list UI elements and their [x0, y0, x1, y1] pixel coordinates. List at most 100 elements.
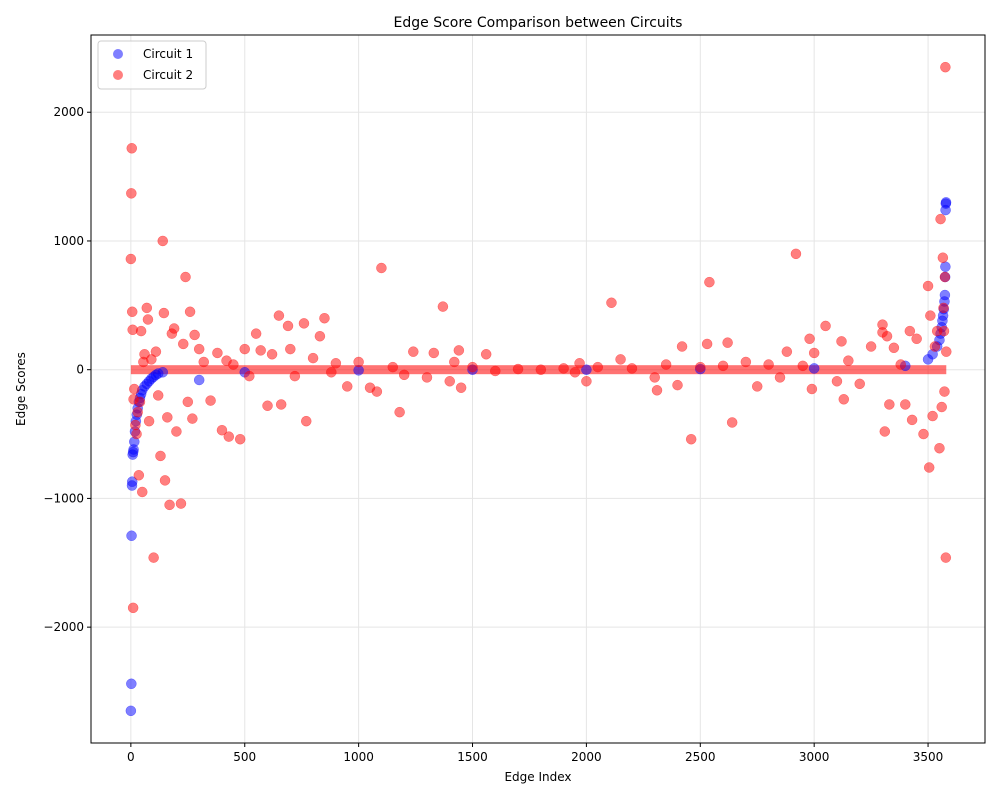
- grid: [91, 35, 985, 743]
- point-circuit-2: [244, 370, 255, 382]
- point-circuit-2: [934, 442, 945, 454]
- point-circuit-2: [911, 333, 922, 345]
- point-circuit-2: [626, 363, 638, 374]
- point-circuit-2: [865, 341, 877, 352]
- point-circuit-2: [255, 345, 266, 356]
- point-circuit-2: [143, 415, 155, 427]
- point-circuit-2: [189, 329, 200, 341]
- point-circuit-2: [939, 386, 950, 397]
- point-circuit-2: [877, 319, 888, 330]
- point-circuit-2: [936, 401, 947, 413]
- y-tick-label: −2000: [43, 620, 84, 634]
- point-circuit-2: [300, 415, 312, 427]
- point-circuit-2: [223, 431, 235, 442]
- point-circuit-2: [177, 338, 189, 350]
- point-circuit-2: [171, 426, 182, 437]
- point-circuit-2: [212, 347, 223, 359]
- point-circuit-2: [467, 361, 478, 373]
- point-circuit-2: [155, 450, 166, 462]
- point-circuit-2: [234, 433, 246, 445]
- point-circuit-2: [453, 345, 465, 356]
- point-circuit-2: [157, 235, 168, 247]
- point-circuit-2: [941, 346, 952, 357]
- point-circuit-2: [198, 356, 209, 368]
- y-tick-label: 2000: [53, 105, 84, 119]
- y-tick-label: 0: [76, 363, 84, 377]
- legend-box: [97, 40, 207, 90]
- point-circuit-2: [490, 365, 501, 377]
- point-circuit-2: [592, 361, 604, 373]
- x-tick-label: 1000: [343, 750, 374, 764]
- point-circuit-2: [804, 333, 815, 345]
- point-circuit-2: [895, 359, 906, 370]
- point-circuit-2: [319, 312, 330, 324]
- point-circuit-2: [790, 248, 802, 260]
- y-axis-label: Edge Scores: [14, 352, 28, 426]
- point-circuit-2: [455, 382, 467, 393]
- point-circuit-2: [581, 376, 592, 387]
- point-circuit-2: [763, 359, 774, 370]
- x-axis-label: Edge Index: [504, 770, 571, 784]
- point-circuit-2: [150, 346, 162, 357]
- point-circuit-1: [126, 476, 138, 487]
- point-circuit-2: [751, 381, 763, 392]
- x-axis-ticks: 0 500 1000 1500 2000 2500 3000 3500: [127, 743, 943, 764]
- point-circuit-1: [125, 705, 137, 717]
- point-circuit-2: [266, 348, 278, 360]
- plot-frame: [90, 34, 986, 744]
- point-circuit-2: [923, 462, 935, 473]
- point-circuit-2: [159, 475, 171, 486]
- point-circuit-2: [421, 372, 433, 383]
- point-circuit-2: [250, 328, 262, 339]
- point-circuit-2: [701, 338, 713, 350]
- point-circuit-2: [672, 379, 683, 391]
- point-circuit-2: [836, 336, 847, 347]
- x-tick-label: 3500: [913, 750, 944, 764]
- point-circuit-1: [581, 364, 592, 375]
- point-circuit-2: [843, 355, 854, 366]
- point-circuit-2: [130, 419, 141, 431]
- point-circuit-2: [187, 413, 198, 424]
- point-circuit-2: [285, 343, 296, 355]
- point-circuit-2: [704, 276, 715, 288]
- point-circuit-2: [740, 356, 752, 368]
- point-circuit-1: [193, 374, 205, 386]
- point-circuit-2: [142, 314, 154, 325]
- point-circuit-2: [437, 301, 449, 312]
- point-circuit-1: [808, 363, 820, 374]
- x-tick-label: 1500: [457, 750, 488, 764]
- point-circuit-2: [695, 361, 706, 373]
- point-circuit-2: [651, 385, 663, 396]
- point-circuit-2: [428, 347, 440, 359]
- point-circuit-2: [262, 400, 273, 411]
- point-circuit-2: [558, 363, 569, 374]
- point-circuit-2: [879, 426, 891, 437]
- point-circuit-2: [168, 323, 180, 334]
- point-circuit-2: [205, 395, 216, 406]
- point-circuit-2: [938, 325, 950, 337]
- point-circuit-2: [922, 280, 934, 292]
- point-circuit-2: [387, 361, 399, 373]
- point-circuit-2: [569, 367, 581, 378]
- point-circuit-2: [660, 359, 672, 370]
- point-circuit-2: [135, 325, 147, 337]
- point-circuit-2: [480, 348, 492, 360]
- x-tick-label: 2500: [685, 750, 716, 764]
- point-circuit-1: [126, 678, 137, 690]
- point-circuit-2: [193, 343, 205, 355]
- point-circuit-2: [444, 376, 455, 387]
- data-points: [125, 61, 952, 717]
- point-circuit-2: [398, 369, 410, 381]
- point-circuit-2: [134, 396, 146, 408]
- point-circuit-2: [574, 358, 585, 369]
- point-circuit-2: [182, 396, 194, 408]
- point-circuit-2: [806, 383, 818, 395]
- x-tick-label: 2000: [571, 750, 602, 764]
- x-tick-label: 500: [233, 750, 256, 764]
- point-circuit-2: [808, 347, 820, 359]
- point-circuit-2: [449, 356, 460, 368]
- point-circuit-1: [940, 261, 951, 272]
- point-circuit-2: [228, 359, 239, 370]
- point-circuit-2: [881, 330, 893, 342]
- point-circuit-2: [146, 354, 157, 365]
